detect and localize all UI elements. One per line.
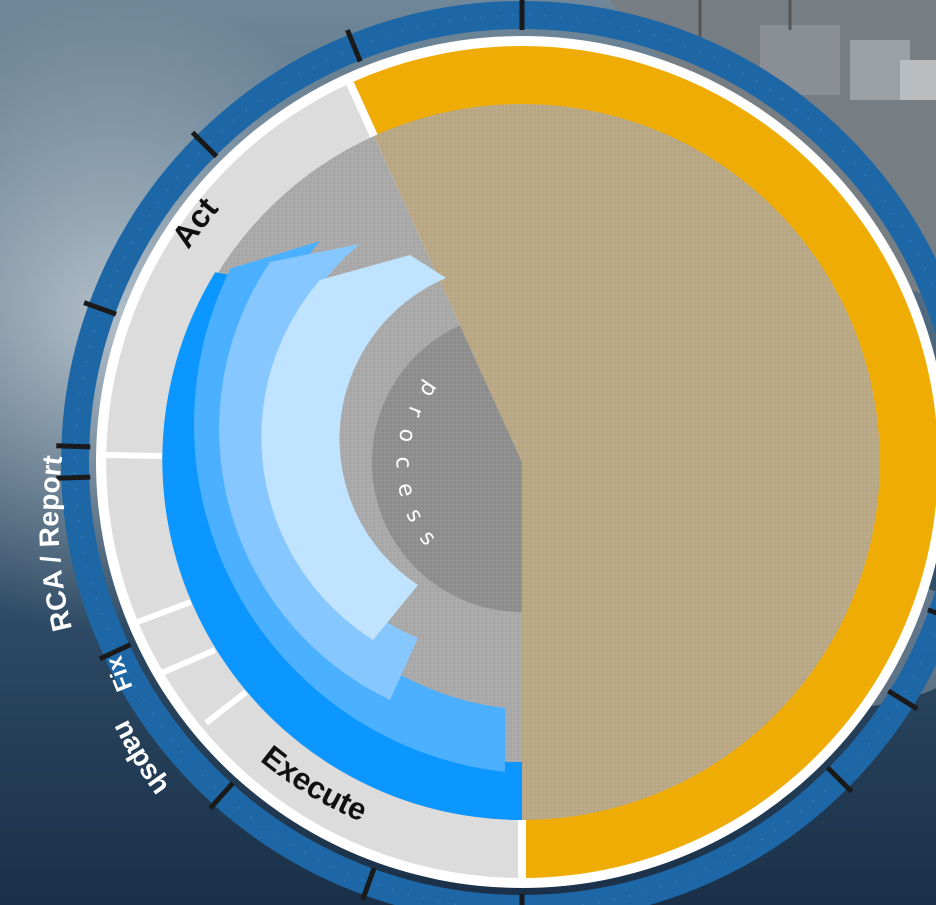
tick-mark-5 <box>56 474 91 481</box>
tick-mark-2 <box>190 130 219 159</box>
blue-arc-3 <box>219 244 418 700</box>
tick-mark-11 <box>887 688 919 712</box>
tick-mark-6 <box>98 642 132 662</box>
blue-arc-1 <box>162 272 522 820</box>
gray-band-separators <box>103 452 248 726</box>
tick-marks <box>56 0 936 905</box>
tick-mark-10 <box>927 607 936 616</box>
tick-mark-3 <box>83 300 117 317</box>
tick-mark-7 <box>208 781 235 810</box>
tick-mark-12 <box>825 765 854 794</box>
blue-arcs <box>162 241 522 820</box>
tick-mark-8 <box>360 867 377 901</box>
blue-arc-2 <box>193 241 505 772</box>
tick-mark-4 <box>56 443 91 450</box>
tick-mark-1 <box>345 28 363 63</box>
blue-arc-4 <box>261 255 446 640</box>
